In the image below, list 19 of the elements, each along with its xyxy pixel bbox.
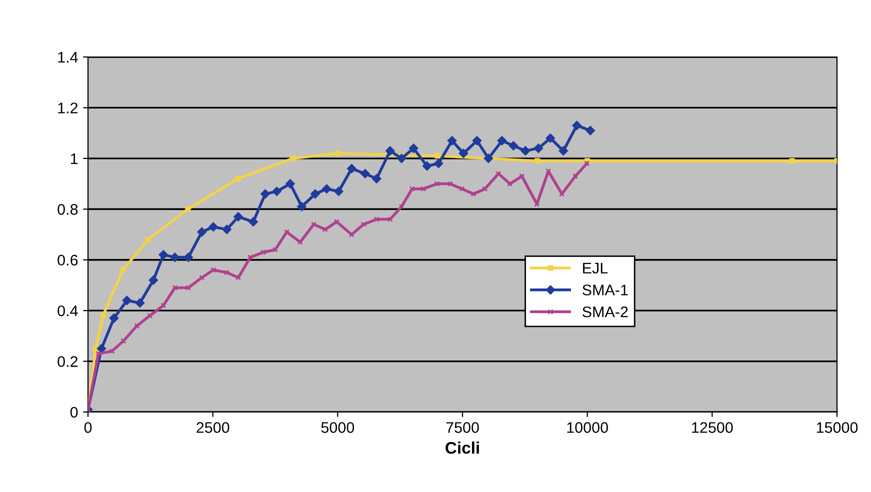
x-tick-label: 2500 (196, 422, 230, 433)
y-tick-label: 0.4 (58, 305, 78, 316)
y-tick-label: 0.8 (58, 204, 78, 215)
x-tick-label: 10000 (567, 422, 608, 433)
legend-label: SMA-1 (582, 284, 628, 296)
x-tick-label: 15000 (816, 422, 858, 433)
y-tick-label: 0.6 (58, 254, 78, 266)
x-tick-label: 5000 (321, 422, 354, 433)
x-axis-title: Cicli (446, 442, 479, 454)
y-tick-label: 0 (70, 406, 78, 418)
y-tick-label: 1.2 (58, 102, 78, 114)
y-tick-label: 1.4 (58, 52, 78, 63)
legend-label: SMA-2 (582, 306, 628, 318)
y-tick-label: 1 (70, 153, 78, 164)
x-tick-label: 12500 (692, 422, 733, 433)
x-tick-label: 7500 (446, 422, 479, 433)
legend-label: EJL (583, 262, 608, 274)
y-tick-label: 0.2 (58, 356, 78, 367)
x-tick-label: 0 (84, 422, 92, 433)
